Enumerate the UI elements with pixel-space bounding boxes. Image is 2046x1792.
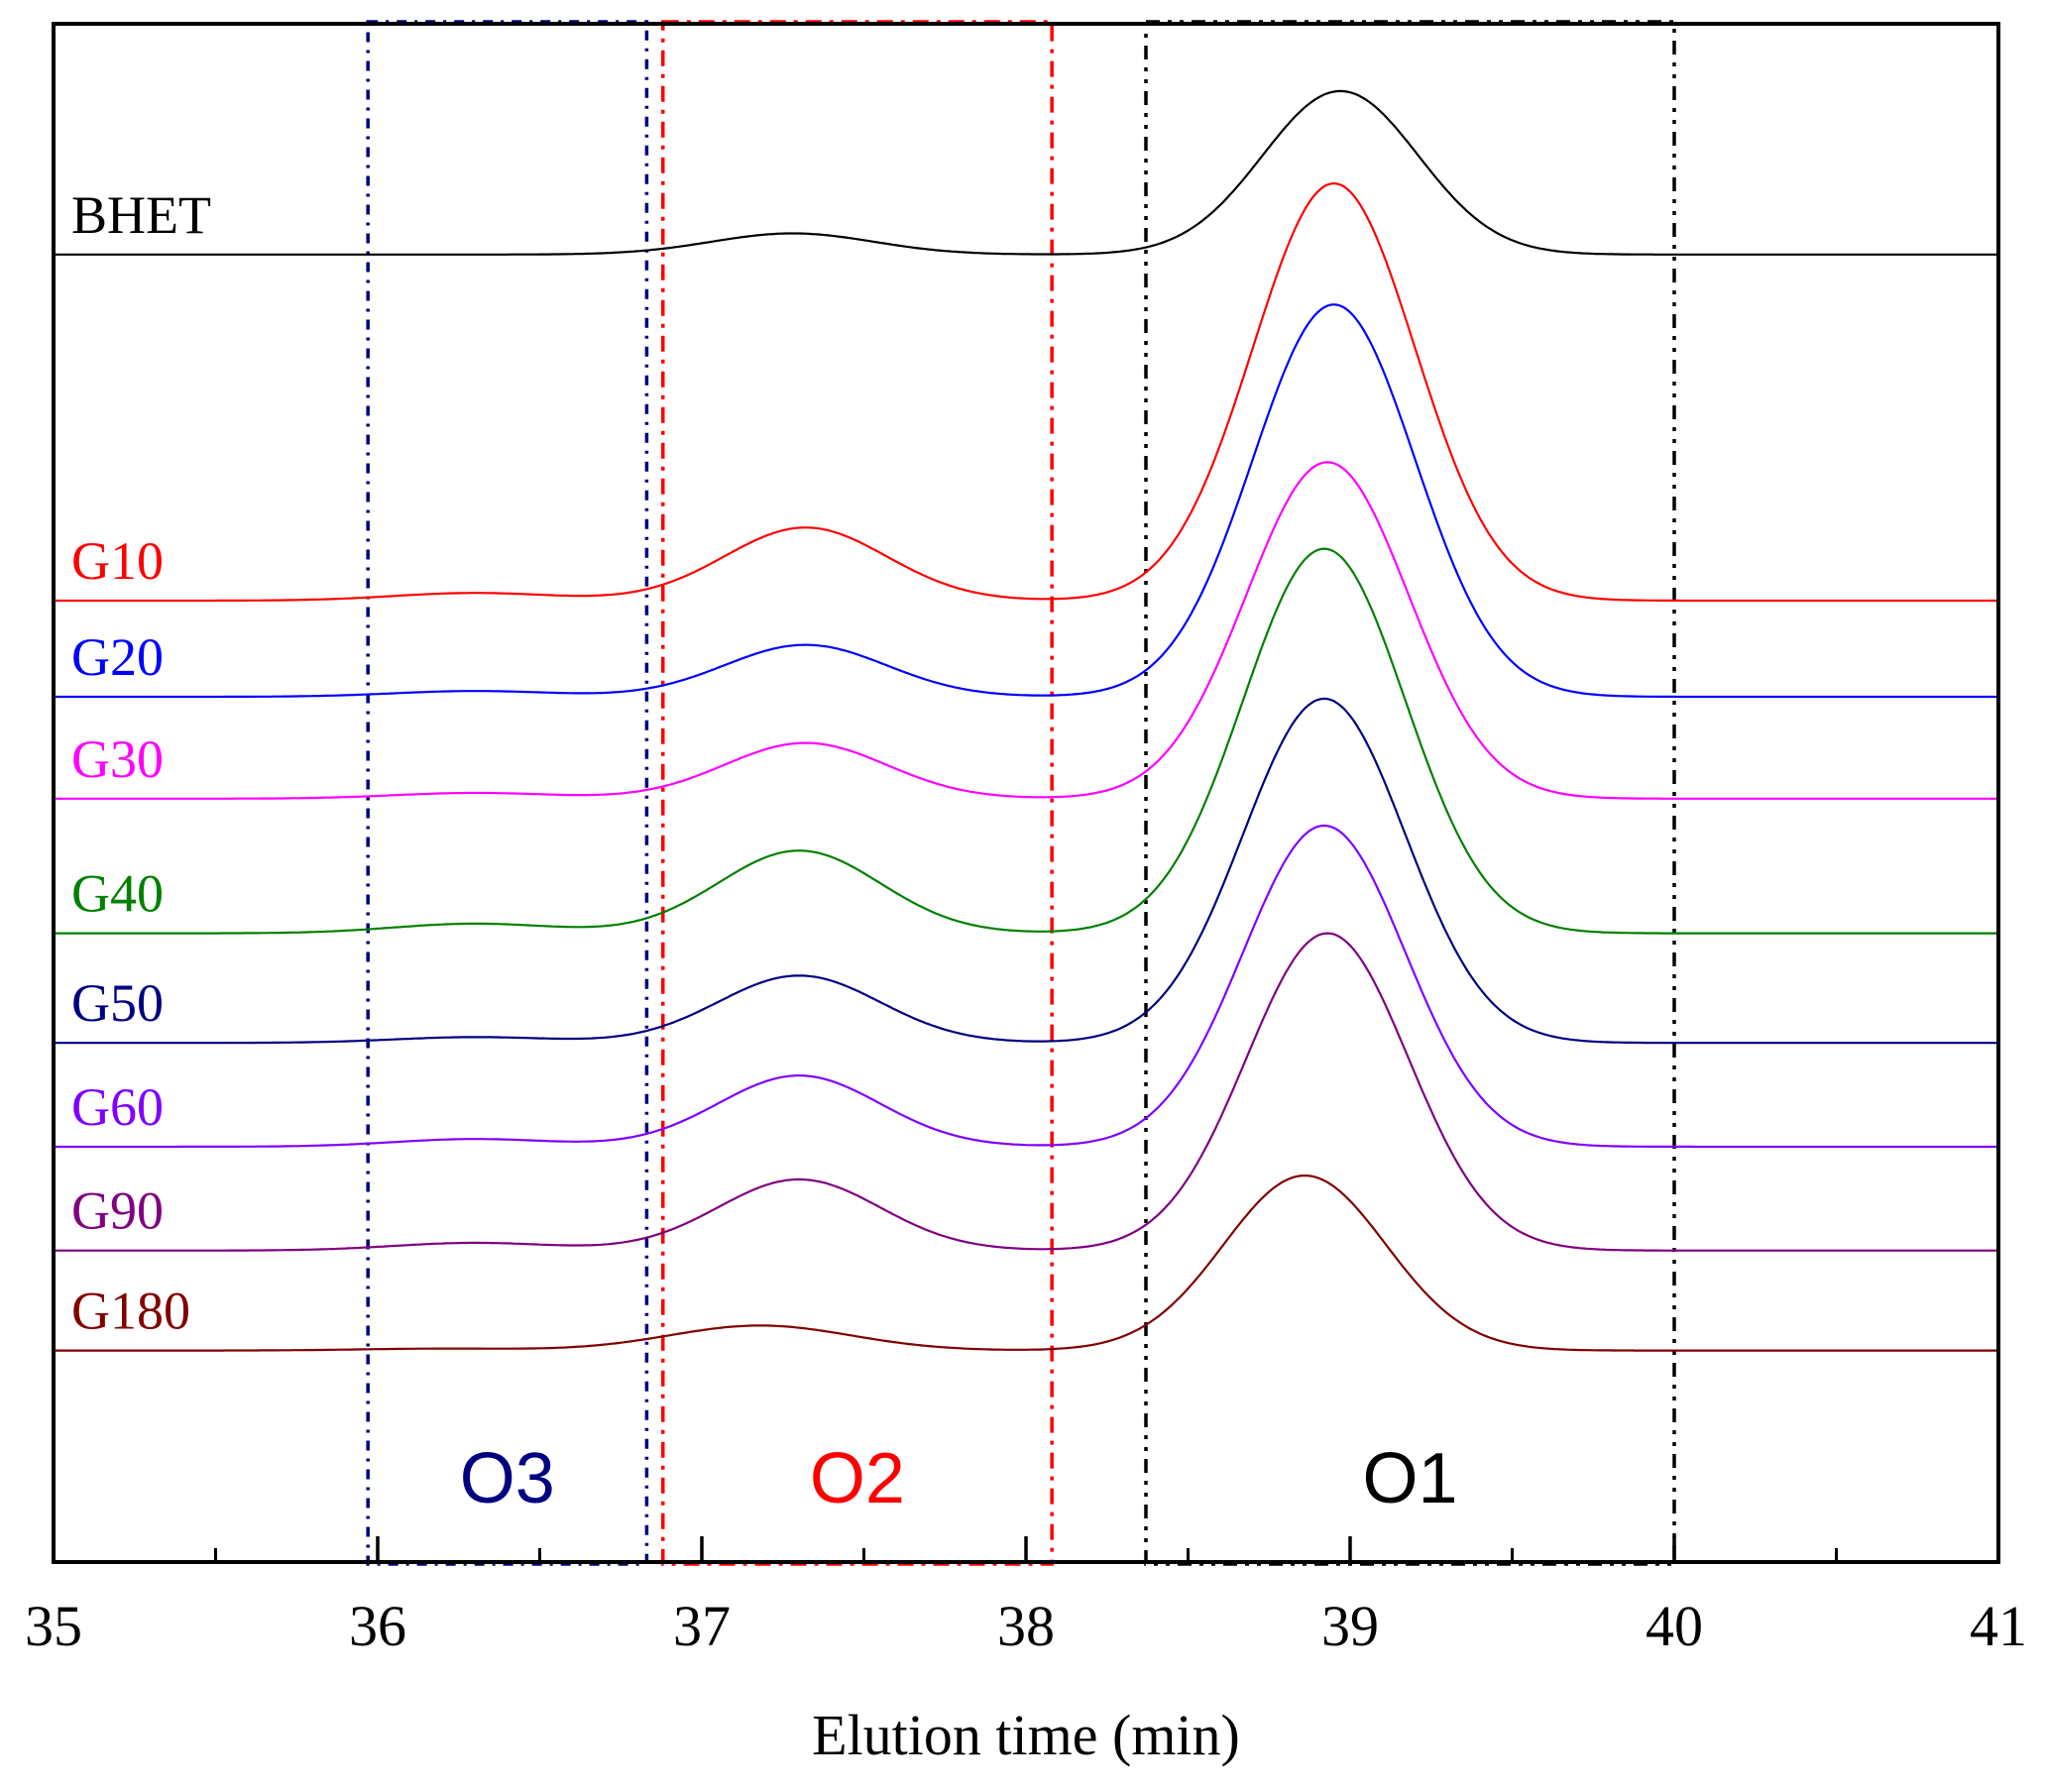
x-tick-label: 41 xyxy=(1970,1594,2027,1658)
series-line-g60 xyxy=(54,824,1998,1149)
series-line-g180 xyxy=(54,1174,1998,1352)
x-tick-label: 37 xyxy=(673,1594,731,1658)
series-label-g20: G20 xyxy=(71,627,164,687)
series-line-g40 xyxy=(54,547,1998,935)
series-line-g30 xyxy=(54,461,1998,800)
series-label-g60: G60 xyxy=(71,1077,164,1137)
series-label-g40: G40 xyxy=(71,864,164,924)
x-tick-label: 38 xyxy=(997,1594,1055,1658)
series-line-g50 xyxy=(54,697,1998,1045)
x-axis-title: Elution time (min) xyxy=(812,1703,1240,1767)
series-lines xyxy=(54,89,1998,1352)
x-tick-label: 35 xyxy=(25,1594,82,1658)
series-line-g20 xyxy=(54,303,1998,699)
x-tick-label: 36 xyxy=(349,1594,406,1658)
series-label-g10: G10 xyxy=(71,531,164,591)
series-label-g180: G180 xyxy=(71,1282,190,1341)
series-label-g50: G50 xyxy=(71,973,164,1033)
x-axis-ticks: 35 36 37 38 39 40 41 xyxy=(25,1536,2027,1658)
series-labels: BHET G10 G20 G30 G40 G50 G60 G90 G180 xyxy=(71,185,211,1341)
series-line-g10 xyxy=(54,181,1998,603)
series-line-bhet xyxy=(54,89,1998,256)
series-label-g90: G90 xyxy=(71,1181,164,1241)
region-label-o1: O1 xyxy=(1362,1439,1457,1518)
region-label-o2: O2 xyxy=(810,1439,905,1518)
series-label-bhet: BHET xyxy=(71,185,211,245)
series-line-g90 xyxy=(54,932,1998,1252)
region-label-o3: O3 xyxy=(460,1439,555,1518)
x-tick-label: 40 xyxy=(1646,1594,1703,1658)
x-tick-label: 39 xyxy=(1321,1594,1379,1658)
series-label-g30: G30 xyxy=(71,729,164,789)
